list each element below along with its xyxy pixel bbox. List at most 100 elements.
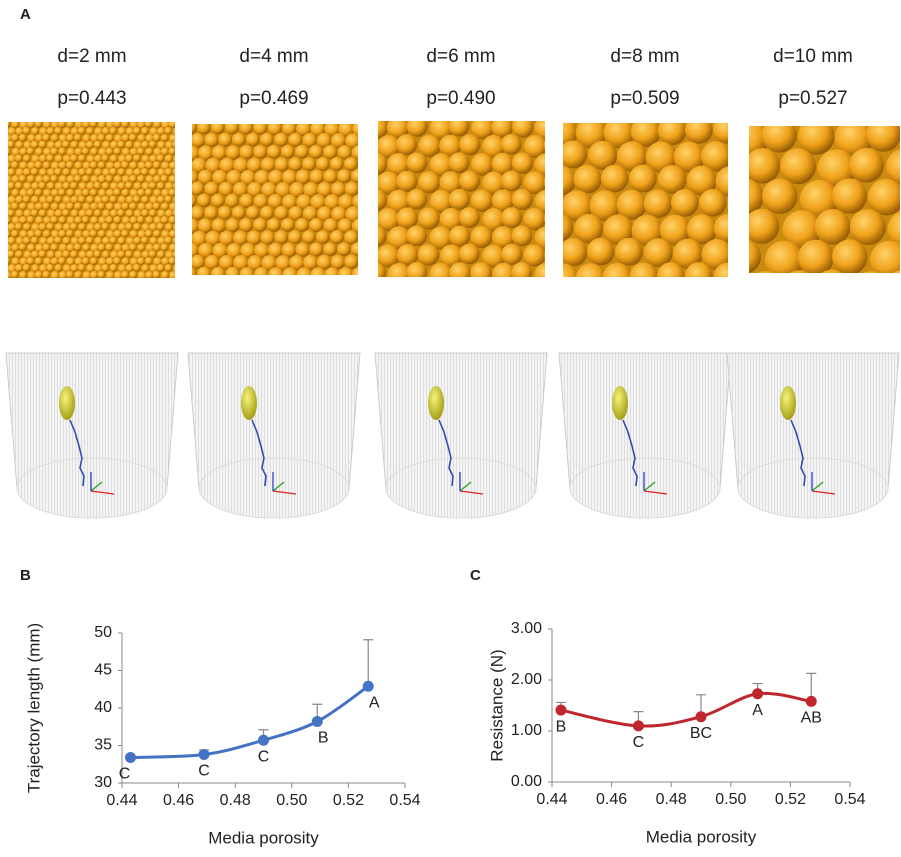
y-tick-label: 40	[94, 699, 112, 716]
sphere	[744, 209, 779, 244]
sphere	[54, 168, 62, 176]
sphere	[302, 157, 316, 171]
sphere	[204, 206, 218, 220]
sphere	[157, 113, 165, 121]
sphere	[27, 175, 35, 183]
sphere	[324, 267, 340, 283]
error-bar	[363, 640, 373, 687]
annotation: C	[258, 748, 270, 765]
sphere	[260, 133, 274, 147]
sphere	[46, 223, 54, 231]
sphere	[511, 262, 532, 283]
sphere	[23, 154, 31, 162]
sphere	[365, 262, 386, 283]
page: {"panel_a":{"label":"A","columns":[{"d":…	[0, 0, 901, 857]
sphere	[133, 223, 141, 231]
data-point	[199, 749, 210, 760]
sphere	[168, 189, 176, 197]
sphere	[31, 113, 40, 122]
sphere	[275, 109, 291, 125]
sphere	[82, 257, 90, 265]
sphere	[177, 231, 193, 247]
sphere	[190, 206, 204, 220]
sphere	[459, 171, 480, 192]
sphere	[106, 148, 114, 156]
spheres	[0, 113, 182, 287]
sphere	[157, 250, 165, 258]
sphere	[165, 168, 173, 176]
sphere	[62, 141, 70, 149]
sphere	[161, 202, 169, 210]
sphere	[3, 216, 11, 224]
sphere	[211, 194, 225, 208]
sphere	[149, 250, 157, 258]
sphere	[177, 158, 192, 173]
sphere	[137, 175, 145, 183]
sphere	[62, 182, 70, 190]
sphere	[55, 114, 64, 123]
sphere	[316, 157, 330, 171]
sphere	[225, 121, 239, 135]
sphere	[141, 114, 150, 123]
sphere	[344, 230, 358, 244]
column-porosity: p=0.527	[778, 88, 847, 109]
sphere	[23, 237, 31, 245]
sphere	[351, 242, 365, 256]
sphere	[15, 113, 23, 121]
annotation: BC	[690, 725, 712, 742]
sphere	[0, 127, 7, 135]
sphere	[110, 278, 118, 286]
sphere	[246, 133, 260, 147]
sphere	[317, 109, 333, 125]
sphere	[338, 267, 353, 282]
sphere	[137, 244, 145, 252]
data-point	[696, 711, 707, 722]
sphere	[165, 114, 174, 123]
sphere	[545, 214, 573, 242]
annotation: AB	[801, 710, 822, 727]
sphere	[501, 244, 522, 265]
sphere	[145, 271, 153, 279]
sphere	[141, 237, 149, 245]
sphere	[23, 264, 31, 272]
sphere	[27, 189, 35, 197]
sphere	[331, 255, 346, 270]
sphere	[160, 175, 168, 183]
sphere	[82, 189, 90, 197]
sphere	[603, 263, 633, 293]
sphere	[74, 202, 82, 210]
sphere	[377, 98, 401, 122]
data-point	[633, 720, 644, 731]
sphere	[153, 161, 161, 169]
sphere	[310, 267, 326, 283]
sphere	[406, 262, 427, 283]
sphere	[46, 113, 54, 121]
x-tick-label: 0.54	[389, 792, 420, 809]
sphere	[710, 87, 746, 123]
sphere	[459, 207, 480, 228]
sphere	[27, 120, 35, 128]
sphere	[288, 157, 302, 171]
sphere	[39, 278, 47, 286]
series-line	[561, 693, 811, 726]
sphere	[109, 195, 117, 203]
column-porosity: p=0.469	[239, 88, 308, 109]
sphere	[296, 267, 312, 283]
sphere	[168, 120, 176, 128]
sphere	[172, 141, 180, 149]
sphere	[524, 98, 547, 121]
media-image	[176, 108, 368, 283]
annotation: A	[752, 702, 763, 719]
sphere	[7, 168, 15, 176]
sphere	[832, 239, 867, 274]
sphere	[121, 189, 129, 197]
sphere	[15, 250, 23, 258]
sphere	[7, 141, 15, 149]
y-tick-label: 35	[94, 737, 112, 754]
sphere	[23, 127, 31, 135]
sphere	[11, 230, 19, 238]
sphere	[470, 262, 492, 284]
sphere	[365, 226, 386, 247]
sphere	[94, 113, 102, 121]
sphere	[211, 121, 225, 135]
